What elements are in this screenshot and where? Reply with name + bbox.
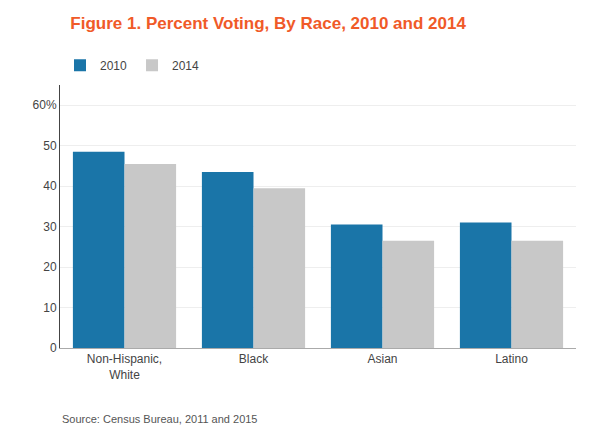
svg-text:2010: 2010 bbox=[100, 59, 127, 73]
svg-text:Latino: Latino bbox=[495, 352, 528, 366]
svg-text:Black: Black bbox=[239, 352, 269, 366]
svg-text:2014: 2014 bbox=[172, 59, 199, 73]
svg-text:50: 50 bbox=[43, 139, 57, 153]
svg-text:Non-Hispanic,White: Non-Hispanic,White bbox=[87, 352, 162, 382]
svg-text:20: 20 bbox=[43, 260, 57, 274]
svg-text:Asian: Asian bbox=[367, 352, 397, 366]
svg-text:Source: Census Bureau, 2011 an: Source: Census Bureau, 2011 and 2015 bbox=[62, 413, 258, 425]
svg-text:Figure 1. Percent Voting, By R: Figure 1. Percent Voting, By Race, 2010 … bbox=[70, 14, 466, 33]
svg-text:30: 30 bbox=[43, 220, 57, 234]
svg-text:40: 40 bbox=[43, 179, 57, 193]
svg-text:10: 10 bbox=[43, 301, 57, 315]
svg-text:60%: 60% bbox=[33, 98, 57, 112]
svg-text:0: 0 bbox=[50, 341, 57, 355]
